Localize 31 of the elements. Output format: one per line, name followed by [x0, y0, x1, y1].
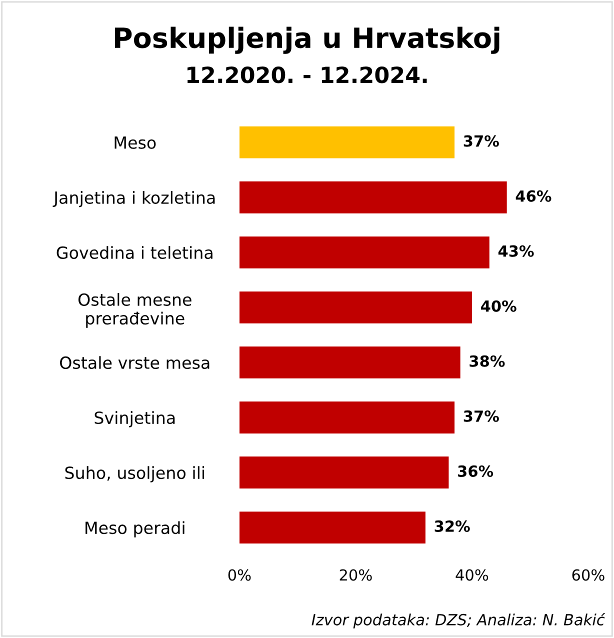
- bar: [239, 181, 507, 214]
- y-tick-label: Govedina i teletina: [56, 246, 212, 259]
- y-tick-label: Meso peradi: [86, 521, 184, 538]
- y-tick-label: Suho, usoljeno ili: [65, 466, 204, 482]
- data-label: 43%: [498, 245, 534, 257]
- bar: [239, 291, 472, 324]
- data-label: 38%: [470, 355, 505, 367]
- y-tick-label: Ostale mesne prerađevine: [78, 293, 192, 328]
- data-label: 32%: [434, 520, 470, 532]
- bar: [239, 346, 460, 378]
- bar: [239, 126, 455, 158]
- y-tick-label: Meso: [114, 136, 156, 149]
- y-tick-label: Ostale vrste mesa: [60, 356, 210, 370]
- chart-subtitle: 12.2020. - 12.2024.: [188, 66, 427, 84]
- y-tick-label: Janjetina i kozletina: [52, 191, 215, 208]
- data-label: 36%: [458, 465, 494, 477]
- chart-title: Poskupljenja u Hrvatskoj: [115, 26, 500, 54]
- bar: [239, 236, 490, 268]
- bar: [239, 456, 449, 488]
- data-label: 37%: [464, 410, 499, 422]
- bar: [239, 402, 455, 434]
- x-tick-label: 0%: [228, 569, 251, 581]
- text: Izvor podataka: DZS; Analiza: N. Bakić: [312, 613, 606, 628]
- bar: [239, 512, 426, 544]
- x-tick-label: 40%: [456, 569, 488, 581]
- x-tick-label: 60%: [572, 569, 604, 581]
- y-tick-label: Svinjetina: [94, 411, 175, 428]
- data-label: 46%: [516, 190, 552, 202]
- data-label: 40%: [480, 300, 516, 312]
- data-label: 37%: [464, 135, 499, 147]
- x-tick-label: 20%: [340, 569, 372, 581]
